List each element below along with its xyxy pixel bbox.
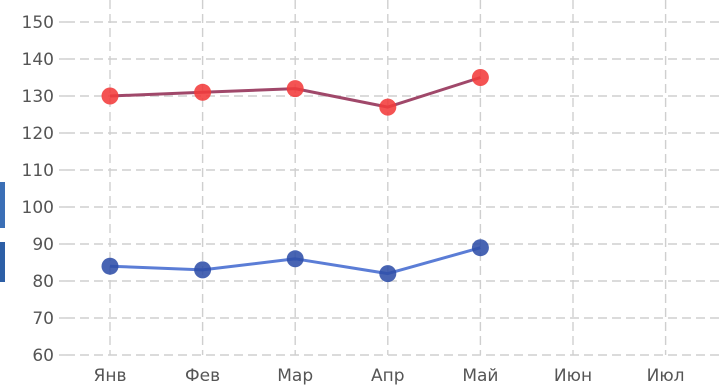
- y-tick-label: 90: [32, 235, 54, 255]
- y-tick-label: 150: [22, 13, 54, 33]
- x-tick-label: Апр: [371, 366, 405, 386]
- x-tick-label: Май: [462, 366, 498, 386]
- series-2-point: [471, 239, 489, 257]
- x-tick-label: Янв: [94, 366, 127, 386]
- y-tick-label: 70: [32, 309, 54, 329]
- series-group: [101, 69, 489, 283]
- left-edge-strip-bottom: [0, 242, 5, 282]
- y-tick-label: 80: [32, 272, 54, 292]
- y-tick-label: 100: [22, 198, 54, 218]
- series-1-point: [194, 83, 212, 101]
- y-tick-label: 130: [22, 87, 54, 107]
- series-2-point: [286, 250, 304, 268]
- series-1-point: [471, 69, 489, 86]
- x-tick-label: Фев: [185, 366, 220, 386]
- series-1-point: [379, 98, 397, 116]
- x-tick-label: Июн: [554, 366, 592, 386]
- y-tick-label: 140: [22, 50, 54, 70]
- series-1-point: [101, 87, 119, 105]
- x-tick-label: Июл: [647, 366, 685, 386]
- series-2-point: [194, 261, 212, 279]
- series-1-point: [286, 80, 304, 98]
- y-axis-ticks: 60 70 80 90 100 110 120 130 140 150: [22, 13, 54, 366]
- left-edge-strip-top: [0, 182, 5, 228]
- series-2-point: [379, 265, 397, 283]
- y-tick-label: 110: [22, 161, 54, 181]
- y-tick-label: 120: [22, 124, 54, 144]
- x-axis-ticks: Янв Фев Мар Апр Май Июн Июл: [94, 366, 685, 386]
- grid: [59, 0, 720, 356]
- series-2-point: [101, 257, 119, 275]
- x-tick-label: Мар: [277, 366, 313, 386]
- y-tick-label: 60: [32, 346, 54, 366]
